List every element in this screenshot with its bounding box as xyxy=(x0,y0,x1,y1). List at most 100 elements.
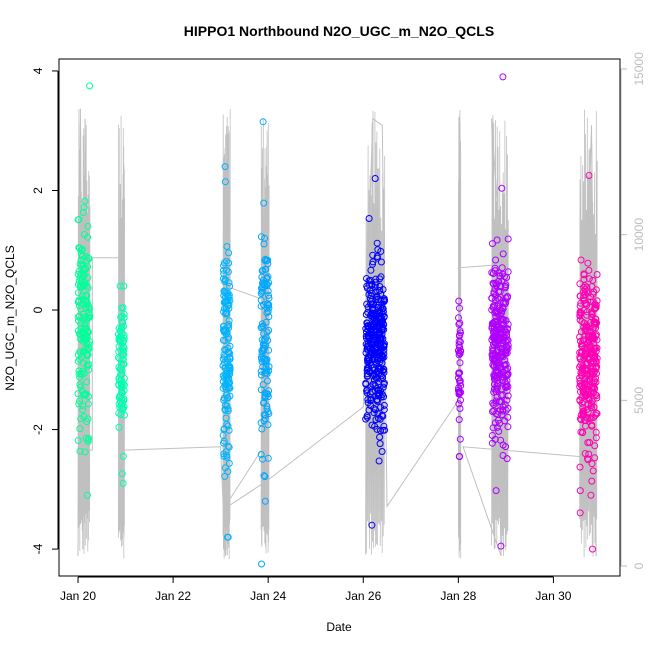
data-point xyxy=(260,399,267,407)
data-point xyxy=(258,347,266,355)
y2-tick-label: 15000 xyxy=(632,52,646,86)
data-point xyxy=(494,410,502,418)
data-point xyxy=(265,292,272,299)
x-tick-label: Jan 20 xyxy=(60,589,96,603)
data-point xyxy=(592,409,600,417)
data-point xyxy=(591,318,599,326)
data-point xyxy=(116,355,124,363)
data-point xyxy=(380,406,388,414)
data-point xyxy=(490,388,498,396)
data-point xyxy=(367,326,375,334)
data-point xyxy=(120,403,128,411)
data-point xyxy=(491,419,499,427)
data-point xyxy=(582,361,590,369)
data-point xyxy=(119,355,127,363)
data-point xyxy=(375,301,383,309)
data-point xyxy=(364,372,372,380)
data-point xyxy=(221,293,229,301)
data-point xyxy=(225,426,233,434)
data-point xyxy=(120,322,127,330)
data-point xyxy=(369,381,377,388)
data-point xyxy=(81,320,89,328)
data-point xyxy=(261,394,269,402)
data-point xyxy=(79,261,87,269)
data-point xyxy=(372,374,380,382)
data-point xyxy=(222,326,229,334)
y-tick-label: 4 xyxy=(31,67,45,74)
data-point xyxy=(84,415,92,423)
data-point xyxy=(78,245,86,253)
data-point xyxy=(577,256,585,264)
data-point xyxy=(75,367,83,375)
data-point xyxy=(493,236,501,244)
data-point xyxy=(368,309,376,317)
data-point xyxy=(118,304,126,312)
data-point xyxy=(589,276,597,284)
data-point xyxy=(371,283,379,291)
data-point xyxy=(117,360,125,368)
data-point xyxy=(456,379,464,387)
data-point xyxy=(223,451,230,459)
data-point xyxy=(76,397,84,405)
data-point xyxy=(377,427,384,435)
data-point xyxy=(77,335,85,343)
data-point xyxy=(455,369,463,377)
data-point xyxy=(222,385,230,393)
data-point xyxy=(456,359,464,367)
data-point xyxy=(221,298,229,306)
series-0 xyxy=(74,82,94,499)
data-point xyxy=(77,281,84,289)
data-point xyxy=(380,380,388,388)
data-point xyxy=(261,415,269,423)
data-point xyxy=(265,346,273,354)
data-point xyxy=(363,345,371,353)
data-point xyxy=(362,379,370,387)
data-point xyxy=(457,329,464,337)
data-point xyxy=(457,396,464,404)
data-point xyxy=(380,312,388,320)
data-point xyxy=(455,320,463,328)
data-point xyxy=(262,265,270,273)
data-point xyxy=(586,327,594,335)
data-point xyxy=(221,163,229,171)
data-point xyxy=(494,353,502,361)
data-point xyxy=(263,370,271,377)
data-point xyxy=(74,390,82,398)
data-point xyxy=(75,277,83,285)
data-point xyxy=(580,275,588,283)
data-point xyxy=(261,389,269,397)
data-point xyxy=(226,282,234,290)
data-point xyxy=(219,336,227,344)
data-point xyxy=(371,387,379,395)
data-point xyxy=(497,542,505,550)
data-point xyxy=(259,455,267,463)
data-point xyxy=(115,423,123,431)
data-point xyxy=(455,351,463,359)
series-4 xyxy=(362,175,389,529)
data-point xyxy=(263,309,271,317)
data-point xyxy=(504,336,512,344)
data-point xyxy=(263,405,271,413)
data-point xyxy=(578,394,586,402)
data-point xyxy=(370,338,377,346)
data-point xyxy=(589,467,597,475)
data-point xyxy=(489,347,497,355)
data-point xyxy=(501,284,509,292)
data-point xyxy=(75,312,83,320)
y2-tick-label: 5000 xyxy=(632,387,646,414)
data-point xyxy=(457,388,465,396)
data-point xyxy=(224,394,232,402)
data-point xyxy=(498,264,506,272)
data-point xyxy=(499,403,507,411)
data-point xyxy=(377,365,385,373)
data-point xyxy=(492,487,500,495)
data-point xyxy=(369,304,377,312)
data-point xyxy=(494,360,502,368)
data-point xyxy=(584,354,591,362)
data-point xyxy=(257,290,265,297)
data-point xyxy=(76,355,84,363)
data-point xyxy=(265,302,272,310)
data-point xyxy=(503,396,511,404)
data-point xyxy=(85,255,93,263)
data-point xyxy=(83,491,91,499)
